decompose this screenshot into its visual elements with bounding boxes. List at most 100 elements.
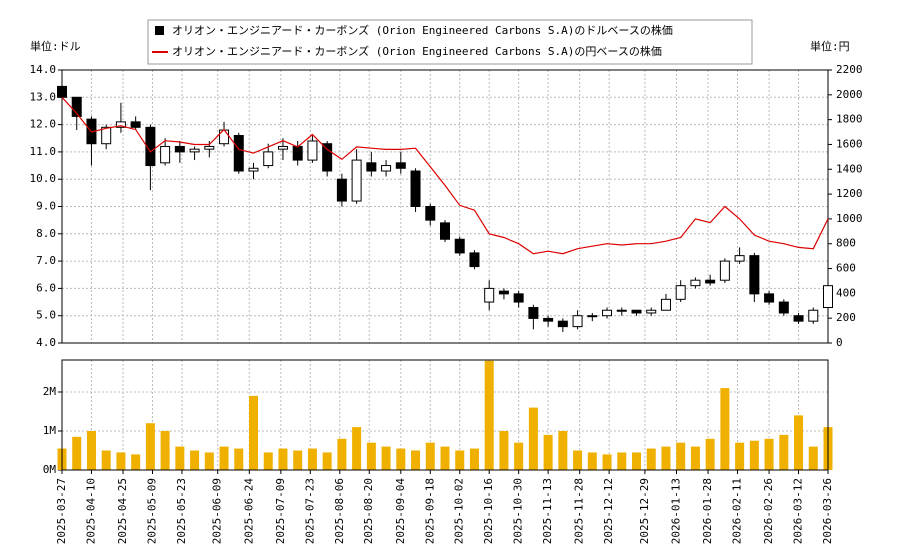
legend-label: オリオン・エンジニアード・カーボンズ (Orion Engineered Car… xyxy=(172,44,662,58)
y2-tick-label: 0 xyxy=(836,336,843,349)
volume-bar xyxy=(528,407,538,470)
volume-bar xyxy=(366,442,376,470)
candle-body xyxy=(130,121,141,128)
x-tick-label: 2025-06-24 xyxy=(242,478,255,545)
volume-bar xyxy=(337,438,347,470)
volume-bar xyxy=(72,436,82,470)
x-tick-label: 2025-08-06 xyxy=(333,478,346,544)
candle-body xyxy=(705,279,716,284)
plot-frame xyxy=(61,69,829,344)
x-tick-label: 2025-10-02 xyxy=(453,478,466,544)
volume-bar xyxy=(573,450,583,470)
candle-body xyxy=(101,126,112,145)
y2-tick-label: 1800 xyxy=(836,113,863,126)
y-tick-label: 13.0 xyxy=(30,90,57,103)
volume-bar xyxy=(499,430,509,470)
volume-bar xyxy=(411,450,421,470)
candle-body xyxy=(823,285,833,309)
volume-bar xyxy=(661,446,671,470)
candle-body xyxy=(734,255,745,262)
volume-bar xyxy=(690,446,700,470)
volume-bar xyxy=(131,454,141,470)
candle-body xyxy=(233,135,244,172)
y2-tick-label: 800 xyxy=(836,237,856,250)
volume-bar xyxy=(293,450,303,470)
volume-bar xyxy=(307,448,317,470)
volume-bar xyxy=(204,452,214,470)
volume-bar xyxy=(190,450,200,470)
candle-body xyxy=(587,315,598,318)
candle-body xyxy=(719,260,730,281)
x-tick-label: 2025-09-04 xyxy=(394,478,407,545)
candle-body xyxy=(513,293,524,303)
x-tick-label: 2025-05-23 xyxy=(175,478,188,544)
candle-body xyxy=(528,307,539,319)
candle-body xyxy=(189,148,200,153)
candle-body xyxy=(690,279,701,287)
candle-body xyxy=(484,287,495,303)
candle-body xyxy=(572,315,583,328)
candle-body xyxy=(71,96,82,117)
x-tick-label: 2025-12-29 xyxy=(638,478,651,544)
volume-bar xyxy=(145,423,155,470)
candle-body xyxy=(410,170,421,207)
x-tick-label: 2025-10-16 xyxy=(482,478,495,544)
candle-body xyxy=(602,309,613,317)
volume-bar xyxy=(602,454,612,470)
y-tick-label: 14.0 xyxy=(30,63,57,76)
candle-body xyxy=(454,238,465,254)
left-unit: 単位:ドル xyxy=(30,39,81,53)
volume-bar xyxy=(632,452,641,470)
candle-body xyxy=(115,121,126,128)
volume-bar xyxy=(543,434,553,470)
volume-bar xyxy=(558,430,568,470)
volume-bar xyxy=(646,448,656,470)
y2-tick-label: 600 xyxy=(836,262,856,275)
volume-bar xyxy=(322,452,332,470)
candle-body xyxy=(366,162,377,172)
volume-bar xyxy=(469,448,479,470)
y-tick-label: 1M xyxy=(43,424,57,437)
volume-bar xyxy=(86,430,96,470)
y-tick-label: 7.0 xyxy=(36,254,56,267)
candle-body xyxy=(263,151,274,167)
candle-body xyxy=(498,290,509,295)
volume-bar xyxy=(720,388,730,470)
candle-body xyxy=(160,145,171,164)
volume-bar xyxy=(278,448,288,470)
y-tick-label: 8.0 xyxy=(36,227,56,240)
volume-bar xyxy=(705,438,715,470)
x-tick-label: 2026-01-13 xyxy=(669,478,682,544)
candle-body xyxy=(793,315,804,322)
volume-bar xyxy=(794,415,804,470)
x-tick-label: 2025-05-09 xyxy=(145,478,158,544)
candle-body xyxy=(381,165,392,172)
candle-body xyxy=(248,167,259,172)
candle-body xyxy=(749,255,760,295)
y-tick-label: 2M xyxy=(43,385,57,398)
plot-frame xyxy=(61,359,829,471)
candle-body xyxy=(322,143,333,172)
candle-body xyxy=(145,126,156,167)
candle-body xyxy=(808,309,819,322)
candle-body xyxy=(174,145,185,153)
volume-bar xyxy=(514,442,524,470)
volume-bar xyxy=(219,446,229,470)
volume-bar xyxy=(676,442,686,470)
candle-body xyxy=(277,145,288,150)
x-tick-label: 2026-02-11 xyxy=(731,478,744,544)
x-tick-label: 2026-02-26 xyxy=(762,478,775,544)
candle-body xyxy=(351,159,362,202)
candle-body xyxy=(646,309,657,314)
x-tick-label: 2026-03-26 xyxy=(821,478,834,544)
candle-body xyxy=(57,85,67,98)
candle-body xyxy=(440,222,450,240)
x-tick-label: 2025-03-27 xyxy=(55,478,68,544)
x-tick-label: 2025-09-18 xyxy=(423,478,436,544)
volume-bar xyxy=(263,452,273,470)
volume-bar xyxy=(617,452,627,470)
candle-body xyxy=(675,285,686,300)
volume-bar xyxy=(160,430,170,470)
candle-body xyxy=(778,301,789,314)
